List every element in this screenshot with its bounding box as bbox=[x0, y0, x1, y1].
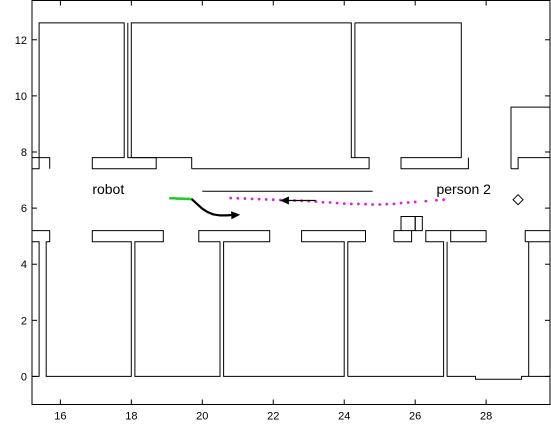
wall-segment-10 bbox=[347, 230, 487, 377]
wall-segment-8 bbox=[32, 230, 366, 377]
axes-frame bbox=[31, 0, 551, 405]
person-history-point bbox=[349, 202, 353, 206]
x-tick-label: 22 bbox=[267, 411, 279, 423]
x-tick-label: 24 bbox=[338, 411, 350, 423]
x-tick-label: 26 bbox=[409, 411, 421, 423]
person-history-point bbox=[442, 198, 445, 202]
wall-segment-0 bbox=[32, 22, 157, 170]
person-history-point bbox=[335, 201, 339, 205]
y-tick-label: 12 bbox=[15, 35, 27, 47]
person-history-point bbox=[385, 202, 389, 206]
y-tick-label: 0 bbox=[21, 371, 27, 383]
wall-segment-16 bbox=[524, 230, 550, 242]
y-tick-label: 2 bbox=[21, 315, 27, 327]
wall-segment-7 bbox=[32, 241, 40, 377]
wall-segment-5 bbox=[510, 106, 550, 169]
person-history-point bbox=[243, 197, 247, 200]
y-tick-label: 6 bbox=[21, 203, 27, 215]
robot-prediction-arrowhead bbox=[231, 211, 241, 220]
person-history-point bbox=[399, 201, 403, 205]
annotations-layer: robot person 2 bbox=[92, 181, 491, 197]
person-history-point bbox=[321, 200, 325, 204]
annotation-label: person 2 bbox=[436, 181, 491, 197]
person-history-point bbox=[342, 202, 346, 206]
x-tick-label: 20 bbox=[196, 411, 208, 423]
x-tick-label: 16 bbox=[54, 411, 66, 423]
wall-segment-2 bbox=[130, 22, 370, 170]
y-tick-label: 10 bbox=[15, 91, 27, 103]
person-history-point bbox=[264, 198, 268, 201]
annotation-label: robot bbox=[92, 181, 124, 197]
x-tick-label: 18 bbox=[125, 411, 137, 423]
robot-history-point bbox=[186, 197, 190, 201]
person-history-point bbox=[413, 200, 417, 204]
wall-segment-14 bbox=[400, 216, 423, 231]
wall-segment-1 bbox=[32, 157, 51, 169]
person-history-point bbox=[364, 202, 367, 206]
x-tick-label: 28 bbox=[480, 411, 492, 423]
robot-prediction-line bbox=[190, 198, 235, 217]
diamond-marker bbox=[512, 193, 524, 206]
trajectories-layer bbox=[169, 193, 524, 220]
person-prediction-arrowhead bbox=[279, 196, 289, 205]
person-history-point bbox=[229, 196, 233, 200]
person-history-point bbox=[357, 202, 360, 206]
person-history-point bbox=[378, 203, 382, 206]
robot-history-point bbox=[169, 196, 172, 200]
wall-segment-12 bbox=[393, 230, 413, 243]
wall-segment-9 bbox=[347, 241, 366, 377]
robot-history-point bbox=[183, 197, 186, 201]
person-history-point bbox=[435, 198, 438, 202]
person-history-point bbox=[424, 199, 428, 203]
wall-segment-11 bbox=[393, 216, 423, 242]
wall-segment-15 bbox=[446, 241, 550, 380]
person-history-point bbox=[392, 202, 396, 206]
robot-history-point bbox=[176, 197, 179, 200]
wall-segment-6 bbox=[511, 157, 550, 170]
person-history-point bbox=[371, 203, 375, 206]
person-history-point bbox=[250, 197, 254, 201]
y-tick-label: 4 bbox=[21, 259, 27, 271]
person-history-point bbox=[406, 201, 410, 204]
person-history-point bbox=[236, 196, 240, 200]
wall-segment-3 bbox=[354, 22, 469, 170]
robot-history-point bbox=[179, 197, 183, 200]
y-tick-label: 8 bbox=[21, 147, 27, 159]
walls-layer bbox=[32, 22, 550, 380]
person-history-point bbox=[271, 198, 275, 202]
person-history-point bbox=[257, 197, 261, 201]
person-history-point bbox=[328, 201, 332, 204]
robot-history-point bbox=[172, 196, 176, 200]
